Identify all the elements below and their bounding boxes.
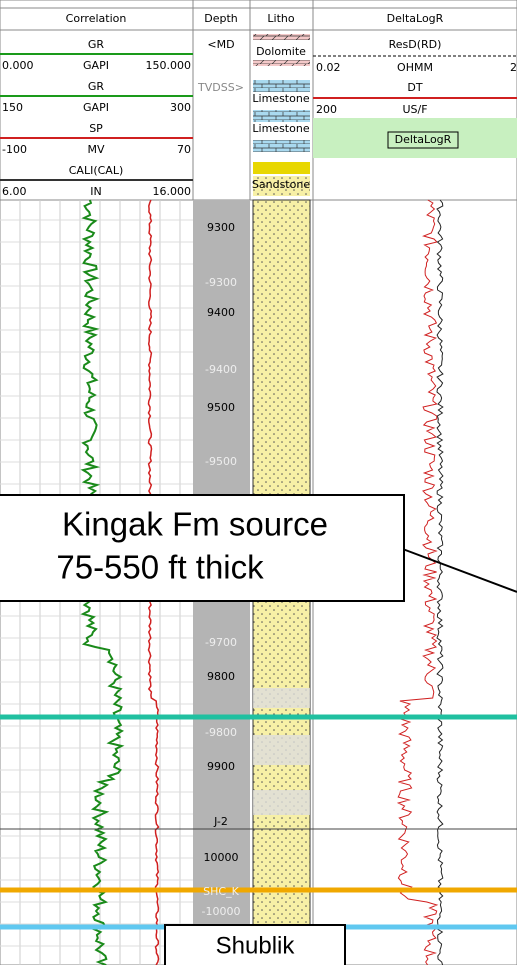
label: DT (407, 81, 422, 94)
label: -10000 (202, 905, 241, 918)
label: 200 (316, 103, 337, 116)
label: DeltaLogR (387, 12, 444, 25)
label: 0.000 (2, 59, 34, 72)
label: 9900 (207, 760, 235, 773)
label: 70 (177, 143, 191, 156)
label: IN (90, 185, 101, 198)
label: 2 (510, 61, 517, 74)
label: J-2 (213, 815, 228, 828)
label: -9700 (205, 636, 237, 649)
label: Limestone (252, 92, 309, 105)
label: 9400 (207, 306, 235, 319)
label: Depth (204, 12, 238, 25)
log-curve (396, 199, 439, 966)
label: US/F (402, 103, 427, 116)
label: GR (88, 38, 105, 51)
label: MV (87, 143, 104, 156)
label: GAPI (83, 59, 109, 72)
label: CALI(CAL) (69, 164, 124, 177)
label: Shublik (216, 932, 296, 959)
label: 16.000 (153, 185, 192, 198)
label: <MD (207, 38, 234, 51)
label: DeltaLogR (395, 133, 452, 146)
label: 9500 (207, 401, 235, 414)
label: 9300 (207, 221, 235, 234)
log-curve (436, 199, 444, 966)
legend-box (387, 131, 459, 149)
label: 75-550 ft thick (56, 549, 264, 586)
label: 6.00 (2, 185, 27, 198)
label: 150.000 (146, 59, 192, 72)
label: Sandstone (252, 178, 310, 191)
label: Litho (267, 12, 294, 25)
label: -9500 (205, 455, 237, 468)
label: Dolomite (256, 45, 306, 58)
label: 300 (170, 101, 191, 114)
label: 10000 (204, 851, 239, 864)
label: GAPI (83, 101, 109, 114)
label: Limestone (252, 122, 309, 135)
label: ResD(RD) (389, 38, 442, 51)
label: SHC_K (203, 885, 239, 898)
label: GR (88, 80, 105, 93)
label: 9800 (207, 670, 235, 683)
label: Kingak Fm source (62, 506, 328, 543)
label: TVDSS> (197, 81, 244, 94)
label: SP (89, 122, 103, 135)
label: -9800 (205, 726, 237, 739)
label: OHMM (397, 61, 433, 74)
label: 150 (2, 101, 23, 114)
label: -9300 (205, 276, 237, 289)
label: -9400 (205, 363, 237, 376)
label: 0.02 (316, 61, 341, 74)
label: Correlation (66, 12, 127, 25)
label: -100 (2, 143, 27, 156)
